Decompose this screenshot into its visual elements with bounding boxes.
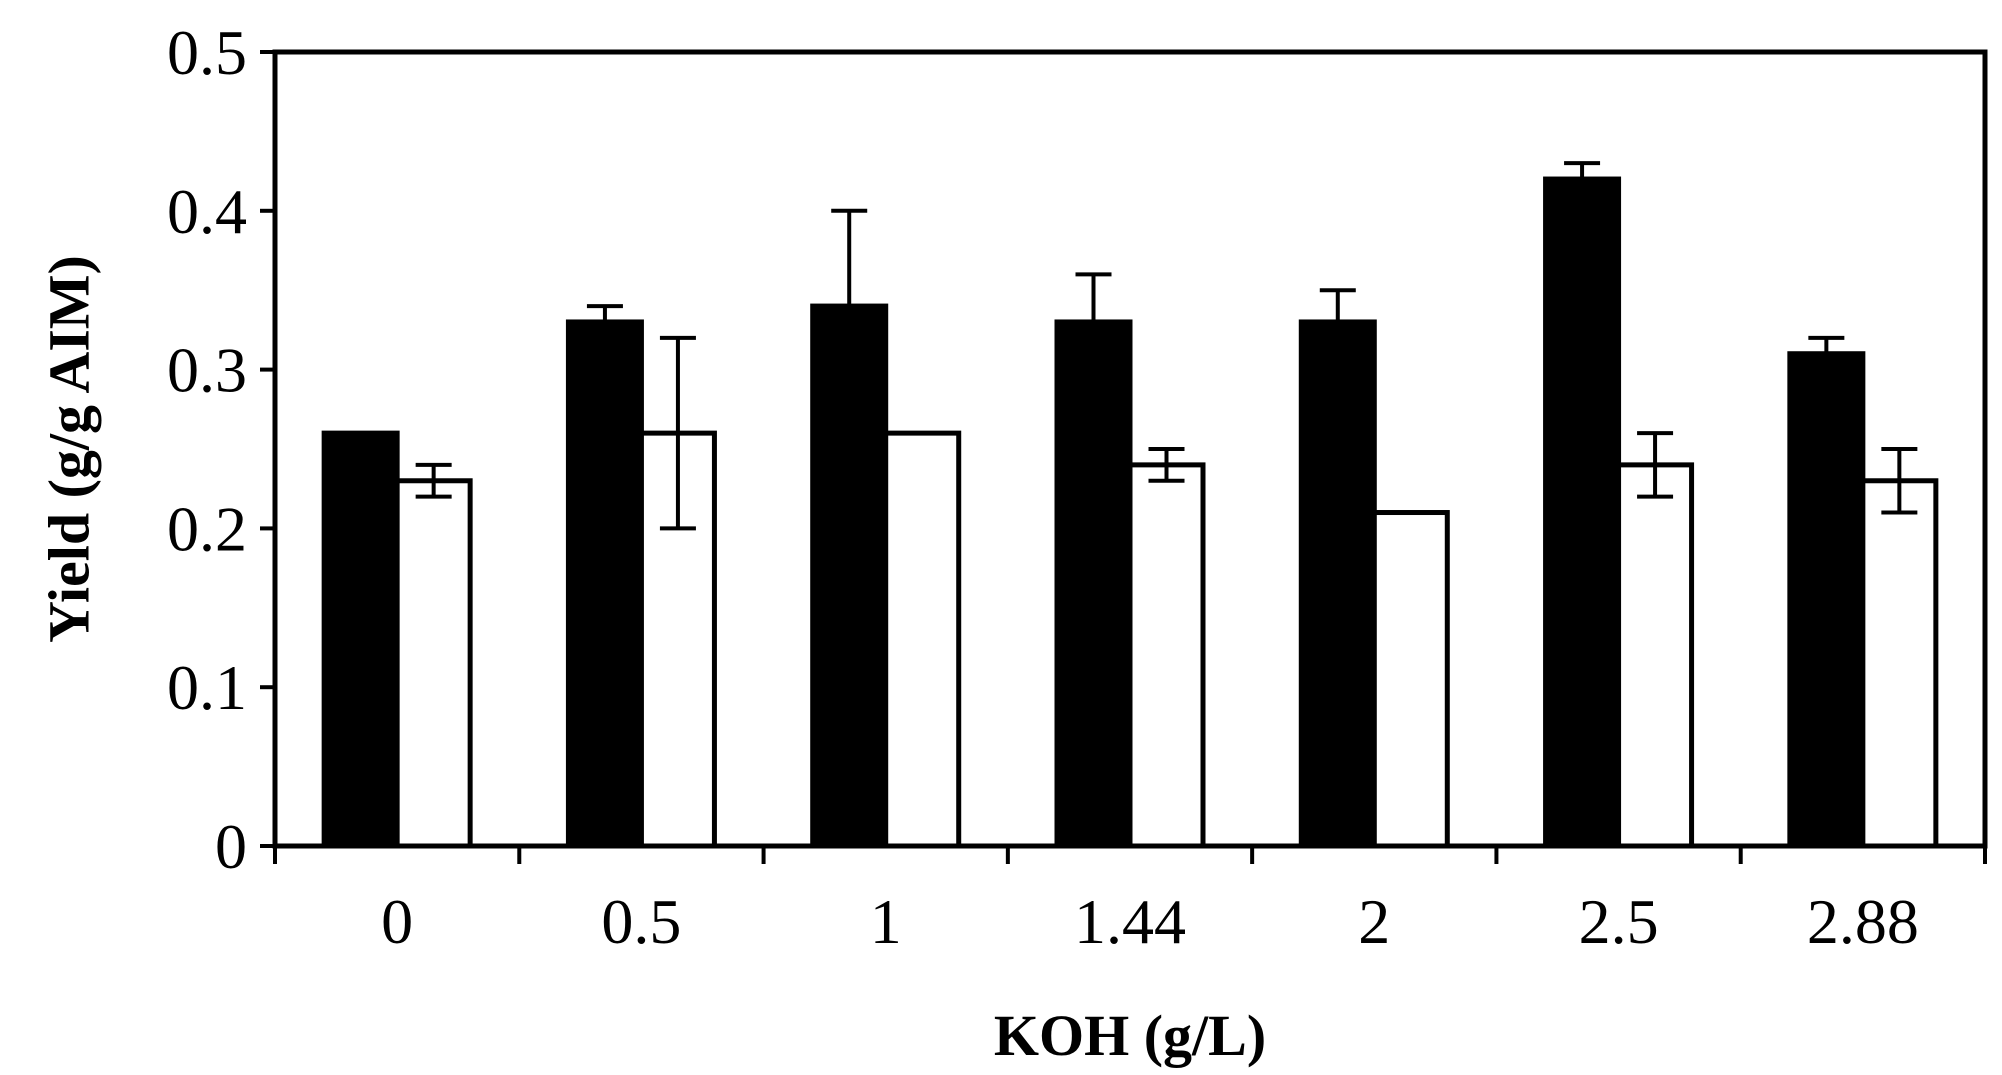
y-tick-label: 0	[215, 811, 247, 882]
x-tick-label: 0	[381, 886, 413, 957]
bar-black-1	[810, 303, 889, 849]
y-axis-title: Yield (g/g AIM)	[36, 255, 101, 643]
bar-black-0	[321, 430, 400, 849]
bar-black-2	[1298, 319, 1377, 849]
axes: 0 0.1 0.2 0.3 0.4 0.5 0 0.5 1 1.44 2 2.5 2.88	[167, 17, 1987, 957]
bar-white-1.44	[1127, 462, 1206, 849]
x-tick-label: 2.5	[1579, 886, 1659, 957]
bar-black-1.44	[1054, 319, 1133, 849]
bar-black-0.5	[565, 319, 644, 849]
x-tick-label: 1	[870, 886, 902, 957]
y-tick-label: 0.3	[167, 335, 247, 406]
x-tick-label: 1.44	[1074, 886, 1186, 957]
y-tick-label: 0.2	[167, 493, 247, 564]
error-bar-white-2.5	[1637, 431, 1674, 499]
plot-marks	[321, 161, 1939, 849]
y-tick-label: 0.5	[167, 17, 247, 88]
bar-white-2	[1371, 510, 1450, 849]
bar-black-2.88	[1787, 351, 1866, 849]
x-tick-label: 2.88	[1807, 886, 1919, 957]
error-bar-black-1.44	[1075, 272, 1112, 322]
bar-white-2.88	[1860, 478, 1939, 849]
error-bar-white-0.5	[659, 335, 696, 531]
bar-white-2.5	[1616, 462, 1695, 849]
error-bar-white-2.88	[1881, 447, 1918, 515]
plot-area-frame	[272, 49, 1988, 849]
error-bar-white-1.44	[1148, 447, 1185, 483]
y-tick-label: 0.1	[167, 652, 247, 723]
error-bar-black-2.5	[1564, 161, 1601, 180]
x-tick-label: 0.5	[601, 886, 681, 957]
error-bar-black-1	[831, 208, 868, 307]
error-bar-black-0.5	[586, 304, 623, 322]
bar-white-0	[394, 478, 473, 849]
y-tick-label: 0.4	[167, 176, 247, 247]
x-axis-title: KOH (g/L)	[994, 1003, 1266, 1068]
error-bar-white-0	[415, 462, 452, 499]
x-tick-label: 2	[1358, 886, 1390, 957]
error-bar-black-2	[1319, 288, 1356, 322]
bar-white-1	[883, 430, 962, 849]
bar-black-2.5	[1543, 176, 1622, 849]
error-bar-black-2.88	[1808, 335, 1845, 354]
